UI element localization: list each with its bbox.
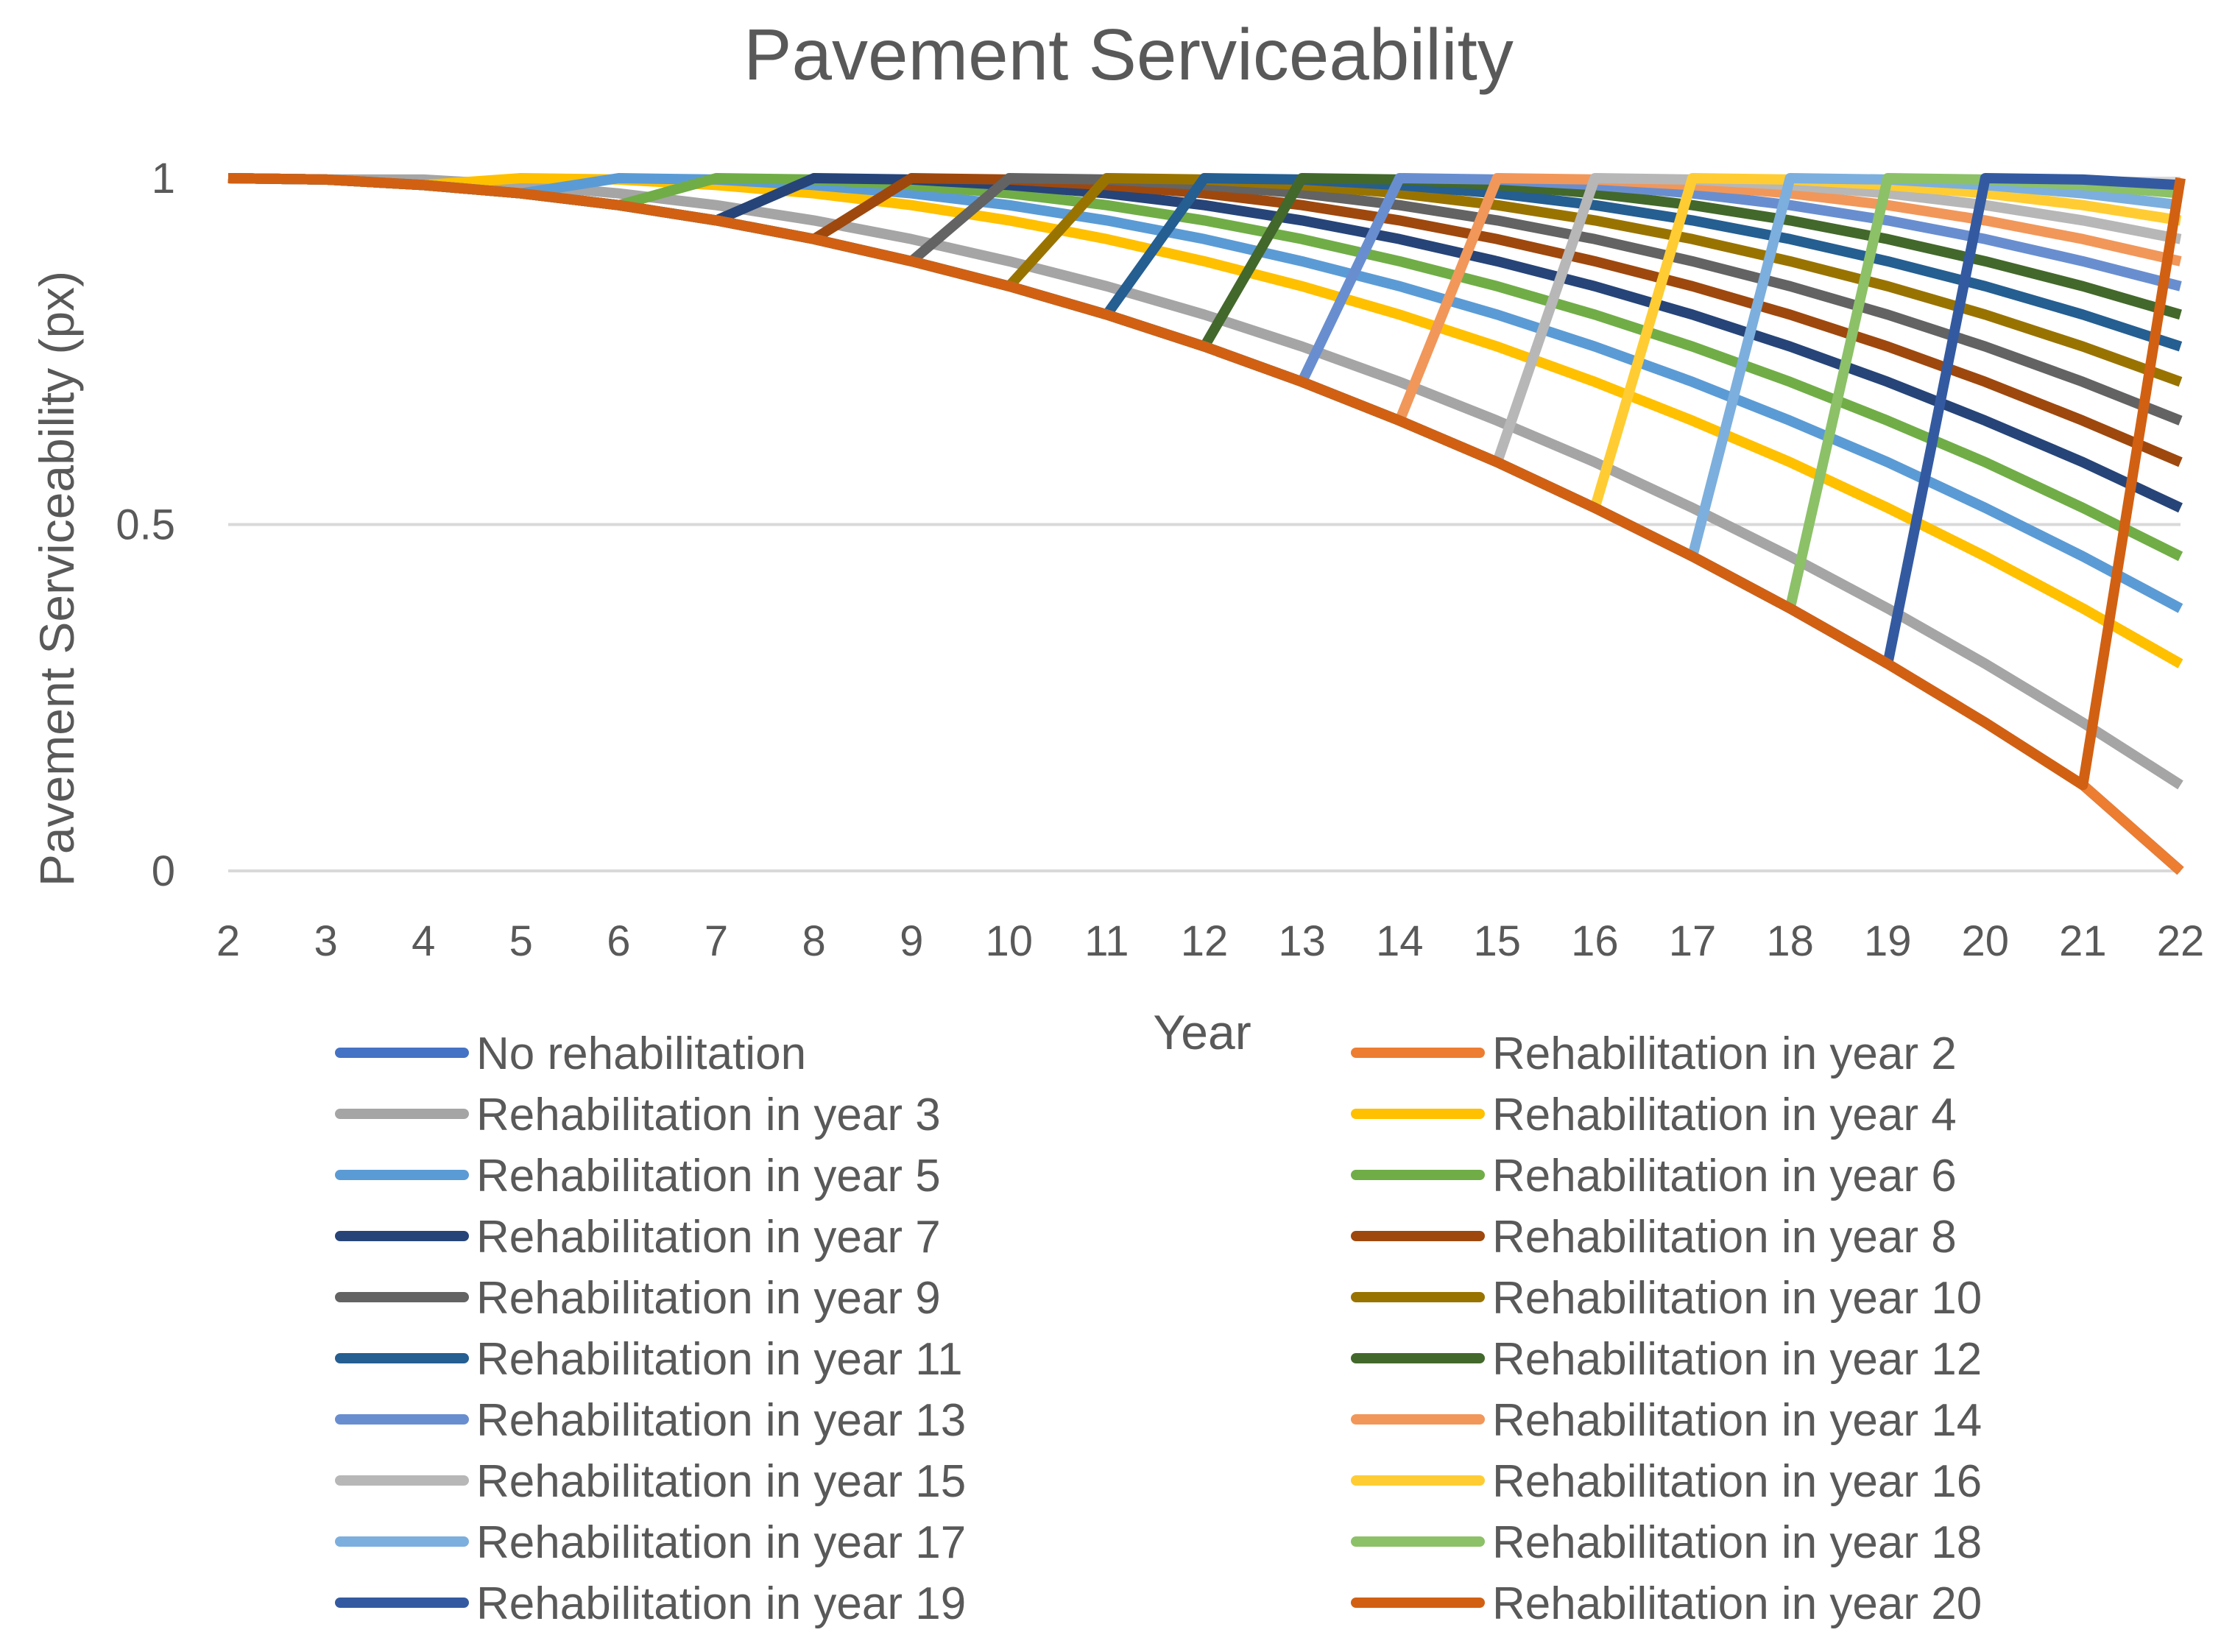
legend-label: Rehabilitation in year 12: [1492, 1334, 1982, 1385]
legend-label: Rehabilitation in year 14: [1492, 1395, 1982, 1446]
legend-label: Rehabilitation in year 10: [1492, 1273, 1982, 1324]
y-tick-label: 1: [152, 155, 175, 202]
x-tick-label: 19: [1864, 917, 1912, 965]
legend-label: Rehabilitation in year 3: [476, 1090, 941, 1140]
x-tick-label: 7: [705, 917, 728, 965]
y-tick-label: 0: [152, 847, 175, 895]
y-tick-label: 0.5: [116, 501, 175, 549]
y-axis-title: Pavement Serviceability (px): [29, 271, 84, 886]
legend-label: Rehabilitation in year 4: [1492, 1090, 1957, 1140]
legend-label: Rehabilitation in year 20: [1492, 1578, 1982, 1629]
legend: No rehabilitation Rehabilitation in year …: [335, 1028, 1982, 1629]
x-tick-label: 9: [900, 917, 923, 965]
x-tick-label: 5: [509, 917, 533, 965]
x-tick-label: 14: [1376, 917, 1424, 965]
chart-title: Pavement Serviceability: [744, 14, 1514, 95]
x-tick-label: 17: [1669, 917, 1717, 965]
series-line-3: [227, 173, 2183, 668]
x-tick-label: 12: [1181, 917, 1229, 965]
x-tick-label: 22: [2157, 917, 2205, 965]
legend-label: Rehabilitation in year 8: [1492, 1212, 1957, 1263]
series-line-2: [227, 173, 2183, 790]
legend-label: No rehabilitation: [476, 1028, 806, 1079]
legend-label: Rehabilitation in year 2: [1492, 1028, 1957, 1079]
x-tick-label: 6: [607, 917, 630, 965]
legend-label: Rehabilitation in year 11: [476, 1334, 963, 1385]
x-tick-label: 13: [1278, 917, 1326, 965]
legend-label: Rehabilitation in year 13: [476, 1395, 966, 1446]
x-tick-label: 21: [2059, 917, 2107, 965]
legend-label: Rehabilitation in year 5: [476, 1151, 941, 1201]
legend-label: Rehabilitation in year 15: [476, 1456, 966, 1507]
legend-label: Rehabilitation in year 9: [476, 1273, 941, 1324]
x-tick-label: 4: [412, 917, 435, 965]
x-tick-label: 3: [314, 917, 337, 965]
legend-label: Rehabilitation in year 18: [1492, 1517, 1982, 1568]
legend-label: Rehabilitation in year 19: [476, 1578, 966, 1629]
legend-label: Rehabilitation in year 7: [476, 1212, 941, 1263]
axis-layer: 00.512 3 4 5 6 7 8 9 10 11 12 13 14 15 16 17 18 19 20 21 22: [116, 155, 2204, 965]
legend-label: Rehabilitation in year 17: [476, 1517, 966, 1568]
series-layer: [227, 173, 2186, 875]
x-tick-label: 18: [1766, 917, 1814, 965]
x-tick-label: 11: [1084, 917, 1129, 965]
series-line-19: [227, 173, 2186, 791]
legend-label: Rehabilitation in year 16: [1492, 1456, 1982, 1507]
x-tick-label: 2: [216, 917, 240, 965]
x-tick-label: 20: [1962, 917, 2010, 965]
x-tick-label: 15: [1474, 917, 1522, 965]
x-tick-label: 8: [802, 917, 825, 965]
x-axis-title: Year: [1153, 1005, 1251, 1059]
legend-label: Rehabilitation in year 6: [1492, 1151, 1957, 1201]
x-tick-label: 10: [986, 917, 1034, 965]
x-tick-label: 16: [1571, 917, 1619, 965]
series-line-4: [227, 173, 2183, 613]
